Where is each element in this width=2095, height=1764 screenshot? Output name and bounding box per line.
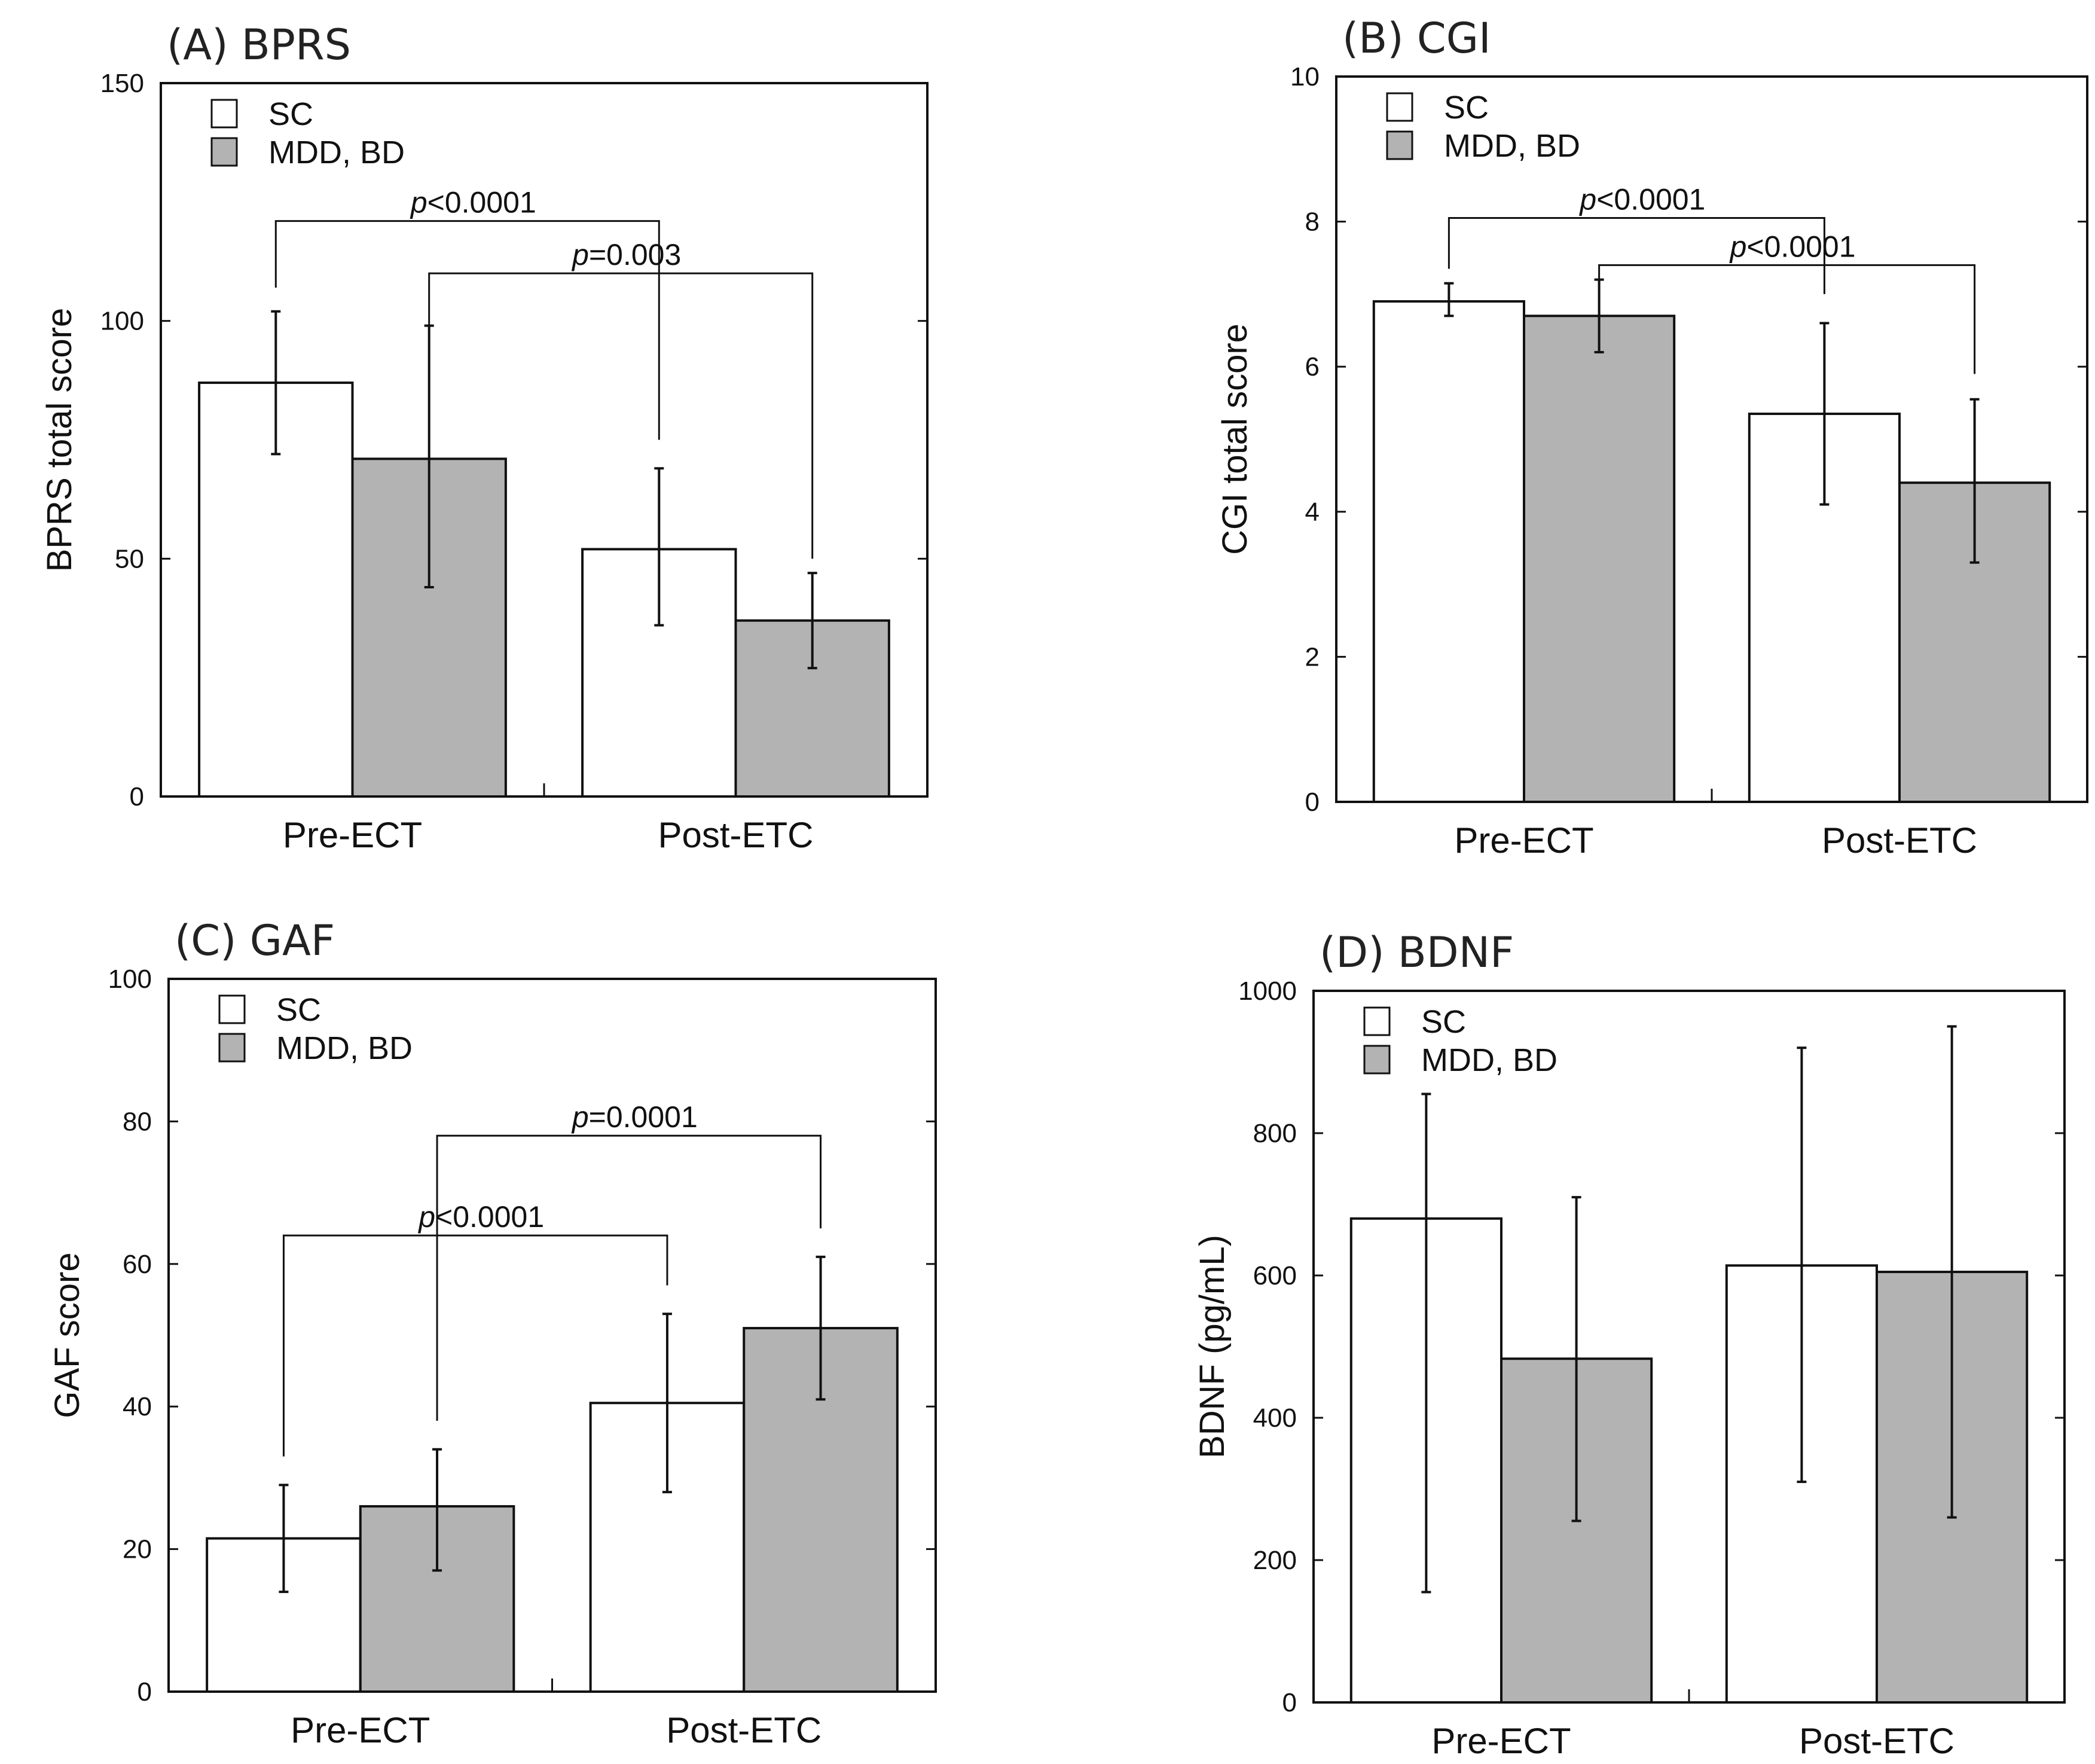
chart-title: (B) CGI	[1342, 14, 1491, 63]
x-tick-label: Pre-ECT	[291, 1710, 430, 1750]
p-symbol: p	[571, 1100, 589, 1134]
y-tick-label: 40	[123, 1392, 152, 1421]
y-tick-label: 80	[123, 1107, 152, 1136]
error-bar	[1969, 398, 1980, 564]
legend-label: SC	[276, 992, 321, 1028]
p-value-label: p=0.003	[571, 238, 681, 271]
y-tick-label: 800	[1253, 1119, 1297, 1148]
legend-label: MDD, BD	[268, 135, 405, 170]
p-value-label: p<0.0001	[410, 186, 536, 219]
p-value: <0.0001	[1596, 183, 1705, 216]
legend-label: SC	[1444, 90, 1489, 126]
error-bar	[1571, 1196, 1581, 1522]
error-bar	[807, 572, 817, 670]
p-value-label: p<0.0001	[1578, 183, 1705, 216]
y-tick-label: 4	[1305, 498, 1320, 527]
p-value: =0.0001	[589, 1100, 698, 1134]
y-tick-label: 0	[138, 1677, 152, 1707]
bar-mdd-0	[1523, 315, 1676, 803]
p-symbol: p	[1578, 183, 1596, 216]
p-value: <0.0001	[435, 1200, 544, 1234]
y-tick-label: 6	[1305, 352, 1320, 382]
chart-panel: (A) BPRS BPRS total score 0 50 100 150 Pre-ECT…	[40, 20, 929, 855]
p-symbol: p	[571, 238, 589, 271]
significance-bracket	[1447, 217, 1825, 294]
error-bar	[1421, 1092, 1431, 1594]
legend-swatch-sc	[1386, 92, 1413, 122]
legend-label: MDD, BD	[276, 1030, 413, 1066]
p-symbol: p	[1729, 230, 1747, 263]
y-axis-label: CGI total score	[1216, 323, 1254, 555]
chart-panel: (D) BDNF BDNF (pg/mL) 0 200 400 600 800 1000 Pre…	[1193, 928, 2066, 1761]
legend-label: SC	[1421, 1004, 1466, 1040]
error-bar	[662, 1313, 672, 1494]
error-bar	[1947, 1025, 1957, 1519]
significance-bracket	[282, 1234, 668, 1457]
legend-swatch-sc	[1363, 1006, 1391, 1036]
p-value: <0.0001	[1746, 230, 1855, 263]
y-tick-label: 150	[100, 69, 144, 98]
error-bar	[279, 1484, 289, 1594]
legend-swatch-mdd	[218, 1033, 246, 1063]
chart-title: (C) GAF	[175, 916, 335, 965]
legend-swatch-mdd	[1363, 1045, 1391, 1075]
error-bar	[816, 1255, 826, 1401]
p-symbol: p	[410, 186, 427, 219]
y-tick-label: 200	[1253, 1546, 1297, 1575]
error-bar	[654, 467, 664, 627]
legend-swatch-mdd	[210, 137, 238, 167]
chart-title: (A) BPRS	[167, 20, 351, 69]
y-axis-label: BDNF (pg/mL)	[1193, 1235, 1232, 1458]
significance-bracket	[428, 272, 814, 559]
legend-swatch-sc	[218, 994, 246, 1024]
x-tick-label: Post-ETC	[1799, 1721, 1954, 1761]
legend-label: MDD, BD	[1421, 1042, 1557, 1078]
error-bar	[271, 310, 281, 456]
y-tick-label: 0	[130, 782, 144, 811]
error-bar	[1444, 282, 1454, 318]
chart-panel: (B) CGI CGI total score 0 2 4 6 8 10 Pre-ECT Post…	[1216, 14, 2088, 860]
y-tick-label: 10	[1290, 62, 1320, 91]
x-tick-label: Pre-ECT	[283, 815, 422, 855]
error-bar	[1797, 1046, 1807, 1484]
y-tick-label: 100	[108, 965, 152, 994]
x-tick-label: Pre-ECT	[1454, 820, 1593, 860]
y-tick-label: 400	[1253, 1403, 1297, 1433]
y-tick-label: 20	[123, 1535, 152, 1564]
y-tick-label: 1000	[1238, 976, 1297, 1006]
legend-swatch-mdd	[1386, 130, 1413, 160]
chart-panel: (C) GAF GAF score 0 20 40 60 80 100 Pre-ECT Post-…	[48, 916, 937, 1750]
y-axis-label: GAF score	[48, 1252, 87, 1418]
y-tick-label: 0	[1282, 1688, 1297, 1717]
p-value-label: p<0.0001	[1729, 230, 1856, 263]
chart-title: (D) BDNF	[1320, 928, 1514, 977]
p-value-label: p=0.0001	[571, 1100, 698, 1134]
y-tick-label: 0	[1305, 788, 1320, 817]
y-tick-label: 600	[1253, 1261, 1297, 1290]
significance-bracket	[1598, 264, 1976, 374]
p-symbol: p	[417, 1200, 435, 1234]
p-value: =0.003	[589, 238, 681, 271]
x-tick-label: Pre-ECT	[1431, 1721, 1571, 1761]
p-value: <0.0001	[427, 186, 536, 219]
y-axis-label: BPRS total score	[40, 308, 79, 572]
significance-bracket	[274, 220, 660, 440]
error-bar	[1819, 322, 1830, 506]
p-value-label: p<0.0001	[417, 1200, 544, 1234]
x-tick-label: Post-ETC	[658, 815, 813, 855]
significance-bracket	[436, 1134, 822, 1421]
y-tick-label: 100	[100, 307, 144, 336]
legend-swatch-sc	[210, 99, 238, 129]
y-tick-label: 60	[123, 1250, 152, 1279]
legend-label: SC	[268, 96, 313, 132]
y-tick-label: 8	[1305, 207, 1320, 237]
bar-sc-0	[1372, 300, 1526, 803]
legend-label: MDD, BD	[1444, 128, 1580, 164]
x-tick-label: Post-ETC	[1822, 820, 1977, 860]
y-tick-label: 2	[1305, 642, 1320, 672]
x-tick-label: Post-ETC	[666, 1710, 821, 1750]
error-bar	[432, 1448, 442, 1572]
y-tick-label: 50	[115, 544, 144, 573]
